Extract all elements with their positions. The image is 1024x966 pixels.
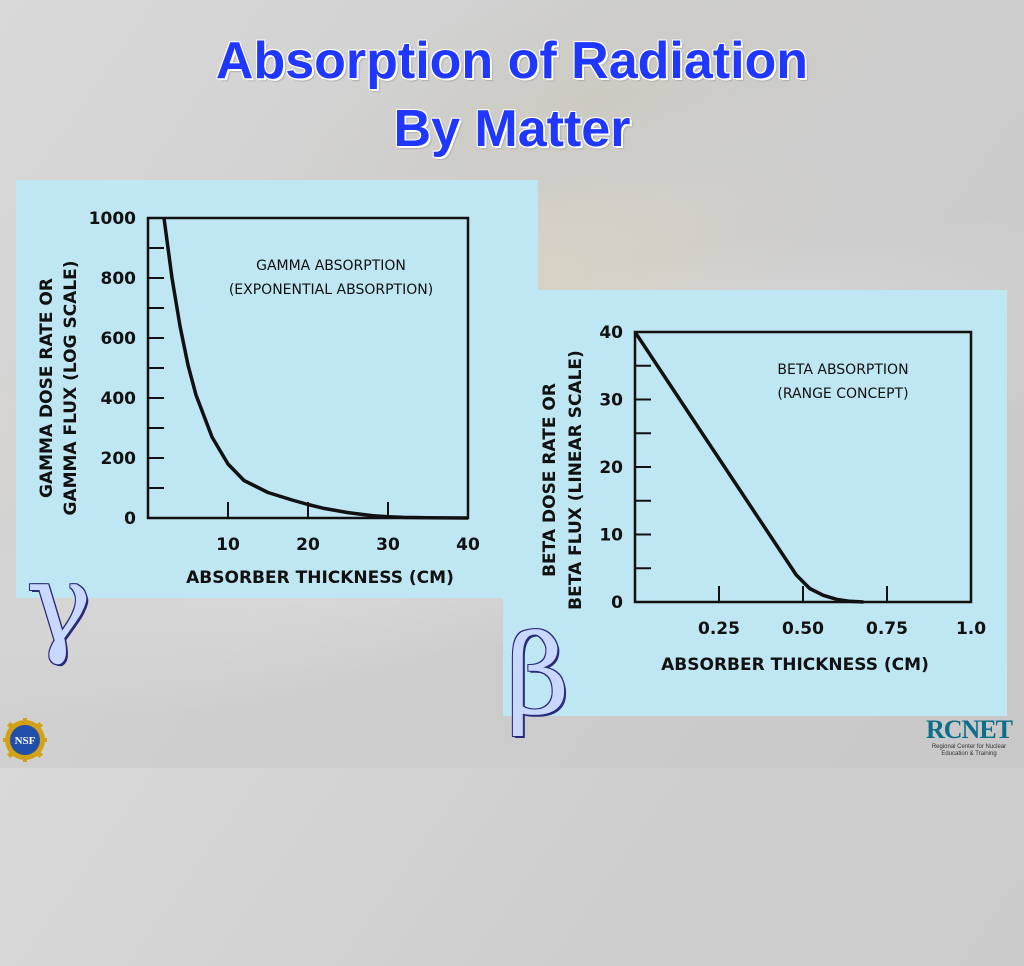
y-tick-label: 600 [101, 329, 137, 349]
x-tick-label: 30 [376, 535, 400, 555]
y-axis-label-line2: BETA FLUX (LINEAR SCALE) [566, 350, 586, 610]
beta-chart-panel: 0 10 20 30 40 0.25 0.50 0.75 1.0 BETA ABSORPTION (… [503, 290, 1007, 716]
y-tick-label: 20 [599, 458, 623, 478]
y-axis-label-line2: GAMMA FLUX (LOG SCALE) [61, 260, 81, 515]
y-tick-label: 40 [599, 323, 623, 343]
x-tick-label: 40 [456, 535, 480, 555]
nsf-logo-text: NSF [15, 735, 36, 747]
x-tick-label: 20 [296, 535, 320, 555]
y-tick-label: 30 [599, 391, 623, 411]
y-tick-label: 10 [599, 526, 623, 546]
x-tick-label: 0.75 [866, 619, 908, 639]
nsf-logo: NSF [3, 718, 47, 762]
beta-symbol: β [506, 620, 570, 730]
x-tick-label: 10 [216, 535, 240, 555]
y-tick-label: 0 [611, 593, 623, 613]
gamma-symbol: γ [26, 548, 92, 658]
x-tick-label: 0.50 [782, 619, 824, 639]
slide-title-line2: By Matter [0, 100, 1024, 158]
rcnet-logo-subtitle: Regional Center for Nuclear Education & … [918, 744, 1020, 758]
chart-subtitle: (RANGE CONCEPT) [777, 386, 908, 402]
gamma-chart: 0 200 400 600 800 1000 10 20 30 40 GAMMA ABSORPTIO… [16, 180, 538, 598]
beta-chart: 0 10 20 30 40 0.25 0.50 0.75 1.0 BETA ABSORPTION (… [503, 290, 1007, 716]
chart-title: GAMMA ABSORPTION [256, 258, 406, 274]
y-tick-label: 800 [101, 269, 137, 289]
x-axis-label: ABSORBER THICKNESS (CM) [186, 568, 454, 588]
x-tick-label: 0.25 [698, 619, 740, 639]
x-tick-label: 1.0 [956, 619, 986, 639]
x-axis-label: ABSORBER THICKNESS (CM) [661, 655, 929, 675]
y-tick-label: 400 [101, 389, 137, 409]
y-tick-label: 1000 [89, 209, 136, 229]
y-axis-label-line1: GAMMA DOSE RATE OR [37, 278, 57, 498]
chart-title: BETA ABSORPTION [777, 362, 908, 378]
gamma-chart-panel: 0 200 400 600 800 1000 10 20 30 40 GAMMA ABSORPTIO… [16, 180, 538, 598]
slide-title-line1: Absorption of Radiation [0, 32, 1024, 90]
y-axis-label-line1: BETA DOSE RATE OR [540, 383, 560, 577]
rcnet-logo: RCNET Regional Center for Nuclear Educat… [918, 716, 1020, 766]
rcnet-logo-name: RCNET [918, 716, 1020, 744]
y-tick-label: 200 [101, 449, 137, 469]
chart-subtitle: (EXPONENTIAL ABSORPTION) [229, 282, 433, 298]
y-tick-label: 0 [124, 509, 136, 529]
